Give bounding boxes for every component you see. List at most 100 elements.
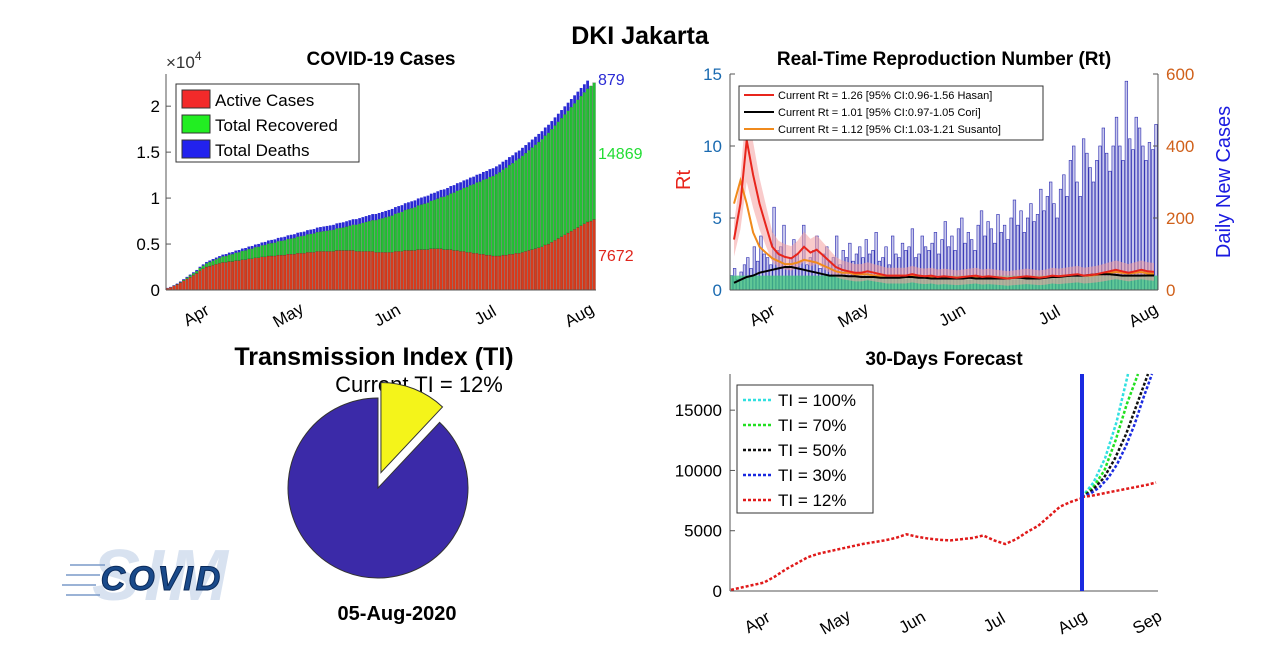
y-tick-label: 10000	[675, 461, 722, 480]
deaths-bar	[560, 110, 563, 119]
rt-legend-cori: Current Rt = 1.01 [95% CI:0.97-1.05 Cori…	[778, 107, 981, 119]
recovered-bar	[478, 181, 482, 255]
recovered-bar	[498, 172, 502, 257]
active-bar	[338, 250, 342, 291]
recovered-bar	[455, 190, 459, 251]
x-tick-label: Jul	[1035, 302, 1063, 329]
deaths-bar	[179, 281, 182, 283]
cases-chart: COVID-19 Cases ×104 0 0.5 1 1.5 2 Apr May Jun J…	[136, 49, 642, 331]
recovered-bar	[266, 243, 270, 257]
x-tick-label: Apr	[180, 300, 213, 330]
active-bar	[364, 251, 368, 291]
active-bar	[511, 254, 515, 291]
active-bar	[472, 253, 476, 291]
y-tick-label: 2	[151, 97, 160, 116]
recovered-bar	[465, 186, 469, 253]
active-bar	[579, 225, 583, 291]
recovered-bar	[214, 259, 218, 265]
deaths-bar	[322, 226, 326, 232]
deaths-bar	[573, 95, 576, 104]
deaths-bar	[397, 206, 401, 213]
recovered-bar	[429, 200, 433, 249]
active-bar	[221, 262, 225, 291]
recovered-bar	[426, 202, 430, 250]
deaths-bar	[442, 189, 446, 197]
active-bar	[520, 252, 524, 291]
active-bar	[345, 250, 349, 291]
active-bar	[569, 231, 573, 291]
deaths-bar	[198, 266, 202, 268]
recovered-bar	[436, 198, 440, 249]
y-tick-label: 0	[151, 281, 160, 300]
deaths-bar	[299, 232, 303, 237]
recovered-bar	[511, 163, 515, 255]
forecast-x-ticks: Apr May Jun Jul Aug Sep	[741, 606, 1165, 639]
active-bar	[332, 251, 336, 291]
deaths-bar	[465, 179, 469, 188]
ti-chart: Transmission Index (TI) Current TI = 12%…	[234, 343, 513, 625]
y-tick-label: 1.5	[136, 143, 160, 162]
deaths-bar	[517, 150, 521, 159]
deaths-bar	[537, 133, 541, 143]
deaths-bar	[367, 215, 371, 222]
active-bar	[433, 248, 436, 291]
recovered-bar	[433, 199, 436, 249]
active-bar	[211, 265, 215, 291]
ti-current-slice	[380, 382, 444, 474]
recovered-bar	[221, 256, 225, 263]
x-tick-label: Jul	[980, 609, 1008, 636]
forecast-y-ticks: 0 5000 10000 15000	[675, 401, 735, 601]
active-bar	[234, 260, 238, 291]
active-bar	[263, 256, 267, 291]
active-bar	[204, 266, 208, 291]
deaths-bar	[175, 283, 179, 285]
active-bar	[566, 232, 570, 291]
x-tick-label: May	[270, 299, 308, 332]
cases-axes	[165, 74, 596, 291]
active-bar	[586, 221, 590, 291]
legend-swatch-recovered	[181, 114, 211, 134]
x-tick-label: Jun	[936, 300, 969, 330]
deaths-bar	[195, 269, 199, 272]
active-bar	[446, 249, 450, 291]
active-bar	[367, 251, 371, 291]
active-bar	[289, 254, 293, 291]
rt-hasan-line	[733, 140, 1155, 280]
deaths-bar	[286, 235, 290, 239]
x-tick-label: Jul	[471, 302, 499, 329]
recovered-bar	[279, 240, 283, 256]
active-bar	[354, 251, 358, 291]
deaths-bar	[576, 91, 580, 100]
active-bar	[423, 249, 427, 291]
deaths-bar	[338, 222, 342, 228]
recovered-bar	[296, 236, 300, 254]
active-bar	[250, 258, 254, 291]
recovered-bar	[315, 231, 319, 252]
active-bar	[468, 252, 472, 291]
forecast-line	[1081, 373, 1140, 498]
deaths-bar	[263, 241, 267, 245]
deaths-bar	[495, 166, 498, 175]
active-bar	[361, 251, 365, 291]
active-bar	[315, 251, 319, 291]
recovered-bar	[592, 82, 596, 220]
recovered-bar	[224, 255, 228, 263]
active-bar	[534, 248, 537, 291]
deaths-bar	[508, 157, 511, 165]
deaths-bar	[182, 279, 186, 280]
deaths-bar	[227, 252, 231, 255]
deaths-bar	[527, 142, 531, 151]
recovered-bar	[442, 196, 446, 250]
recovered-bar	[419, 204, 423, 250]
active-bar	[175, 284, 179, 291]
active-bar	[299, 253, 303, 291]
active-bar	[537, 247, 541, 291]
deaths-bar	[423, 196, 427, 204]
recovered-bar	[312, 233, 316, 253]
active-bar	[266, 255, 270, 291]
recovered-bar	[305, 234, 309, 253]
deaths-bar	[586, 80, 589, 89]
deaths-bar	[325, 225, 329, 231]
x-tick-label: Aug	[1054, 606, 1090, 638]
y-tick-label-left: 0	[713, 281, 722, 300]
